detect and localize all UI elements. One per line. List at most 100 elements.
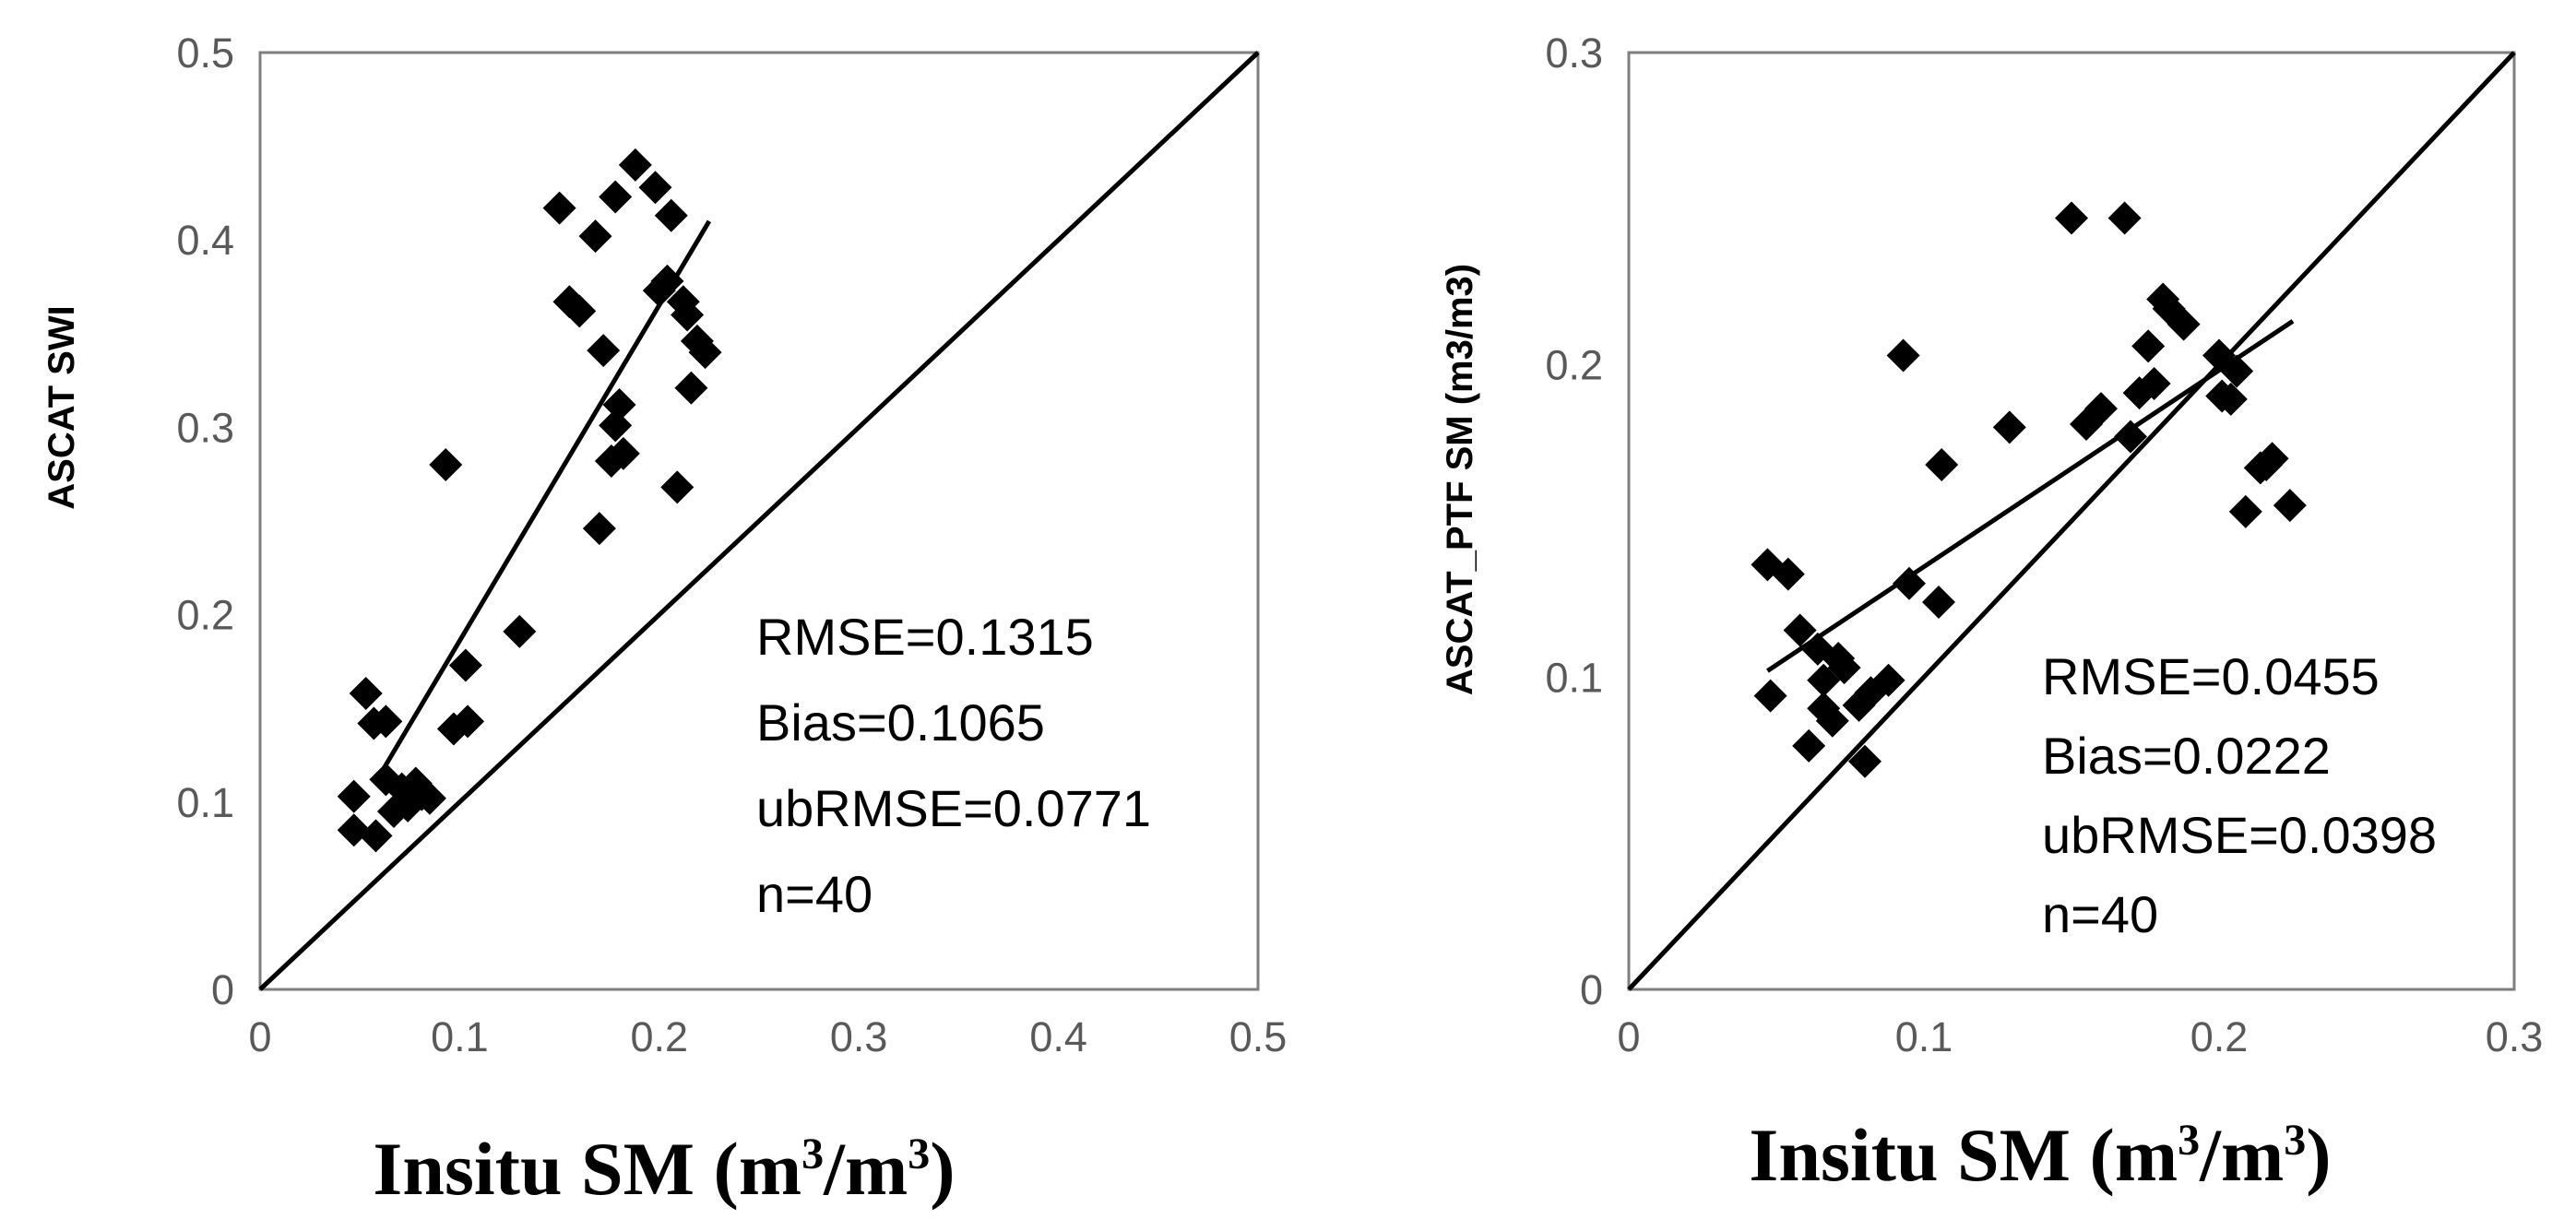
y-axis-label: ASCAT SWI [42,305,82,509]
x-axis-label: Insitu SM (m3/m3) [1749,1113,2331,1197]
regression-line [1766,319,2295,673]
data-point [660,470,694,504]
y-tick-label: 0.3 [1545,30,1603,77]
data-point [2273,489,2307,523]
data-point [606,436,640,470]
data-point [2166,307,2201,341]
data-point [674,371,708,405]
x-tick-label: 0.1 [1895,1013,1953,1060]
data-point [2131,329,2166,363]
data-point [369,704,403,739]
data-point [587,334,621,368]
data-point [1871,663,1905,697]
data-point [1815,704,1849,738]
data-point [503,614,537,648]
x-tick-label: 0 [248,1013,271,1060]
data-point [1925,448,1959,482]
data-point [1893,566,1926,600]
x-tick-labels: 0 0.1 0.2 0.3 0.4 0.5 [248,1013,1287,1060]
x-tick-label: 0.4 [1029,1013,1087,1060]
data-point [1886,338,1920,373]
y-tick-label: 0.1 [176,779,234,826]
data-point [1792,728,1826,763]
data-point [429,448,463,482]
data-point [618,148,652,182]
data-point [563,294,597,328]
data-point [448,648,482,682]
x-tick-label: 0 [1617,1013,1640,1060]
data-point [1848,744,1882,778]
data-point [578,219,612,254]
x-axis-label: Insitu SM (m3/m3) [373,1127,955,1211]
one-to-one-line [1627,51,2516,991]
data-point [671,298,705,332]
data-point [2220,354,2254,388]
stat-line: Bias=0.0222 [2042,727,2331,785]
data-point [542,191,576,225]
y-axis-label: ASCAT_PTF SM (m3/m3) [1440,264,1480,695]
data-point [451,704,485,739]
data-point [1827,651,1861,685]
data-point [2137,366,2171,400]
y-tick-label: 0 [211,966,234,1013]
data-point [599,408,633,443]
data-point [349,676,383,710]
x-tick-label: 0.1 [431,1013,489,1060]
y-tick-label: 0.1 [1545,654,1603,701]
y-tick-labels: 0 0.1 0.2 0.3 [1545,30,1603,1013]
stat-line: RMSE=0.1315 [756,608,1094,666]
data-point [1992,410,2026,444]
data-point [2084,392,2118,426]
data-point [1753,679,1787,713]
data-point [650,264,684,298]
data-point [1922,586,1955,620]
y-tick-label: 0 [1580,966,1603,1013]
stat-line: n=40 [2042,885,2158,943]
y-tick-labels: 0 0.1 0.2 0.3 0.4 0.5 [176,30,234,1013]
data-point [599,180,633,214]
data-point [359,819,393,853]
x-tick-labels: 0 0.1 0.2 0.3 [1617,1013,2543,1060]
regression-line [382,219,712,770]
data-point [2228,494,2262,528]
data-point [2214,382,2248,416]
data-point [602,388,636,422]
y-tick-label: 0.4 [176,217,234,264]
y-tick-label: 0.2 [1545,342,1603,389]
data-point [654,198,688,232]
data-point [2114,420,2147,454]
chart-left: 0 0.1 0.2 0.3 0.4 0.5 0 0.1 0.2 0.3 0.4 0.5 RMSE=0… [42,30,1287,1211]
statistics-text: RMSE=0.1315 Bias=0.1065 ubRMSE=0.0771 n=40 [756,608,1151,923]
chart-right: 0 0.1 0.2 0.3 0 0.1 0.2 0.3 RMSE=0.0455 Bias=0.… [1440,30,2543,1197]
x-tick-label: 0.3 [830,1013,888,1060]
data-point [582,512,616,546]
statistics-text: RMSE=0.0455 Bias=0.0222 ubRMSE=0.0398 n=40 [2042,647,2437,943]
data-point [638,171,672,205]
y-tick-label: 0.5 [176,30,234,77]
stat-line: ubRMSE=0.0398 [2042,806,2437,864]
stat-line: n=40 [756,865,873,923]
stat-line: RMSE=0.0455 [2042,647,2380,705]
data-point [1771,557,1805,591]
plot-frame [1627,51,2516,991]
stat-line: Bias=0.1065 [756,693,1045,752]
data-point [1783,613,1817,647]
x-tick-label: 0.2 [2190,1013,2249,1060]
data-point [688,336,722,370]
plot-frame [258,51,1260,991]
one-to-one-line [258,51,1260,991]
x-tick-label: 0.3 [2486,1013,2544,1060]
y-tick-label: 0.3 [176,404,234,451]
x-tick-label: 0.2 [631,1013,689,1060]
data-points [1751,201,2307,778]
data-points [337,148,722,853]
x-tick-label: 0.5 [1229,1013,1288,1060]
data-point [2107,201,2142,235]
data-point [2202,338,2236,373]
stat-line: ubRMSE=0.0771 [756,779,1151,837]
data-point [2055,201,2088,235]
data-point [337,779,371,813]
data-point [412,781,446,815]
y-tick-label: 0.2 [176,592,234,639]
